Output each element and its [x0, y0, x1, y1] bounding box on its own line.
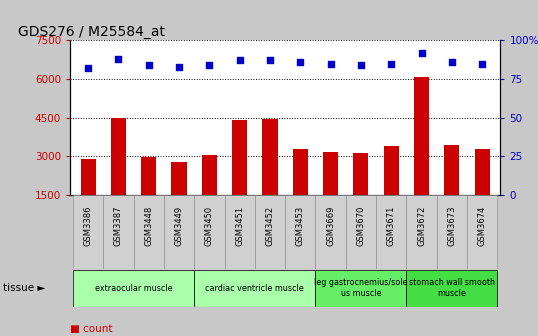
Text: GSM3674: GSM3674 [478, 206, 487, 246]
FancyBboxPatch shape [285, 195, 315, 269]
Bar [444, 145, 459, 234]
Text: GSM3671: GSM3671 [387, 206, 396, 246]
Text: GSM3448: GSM3448 [144, 206, 153, 246]
FancyBboxPatch shape [467, 195, 497, 269]
Point [235, 58, 244, 63]
Text: GSM3672: GSM3672 [417, 206, 426, 246]
Point [175, 64, 183, 69]
Text: stomach wall smooth
muscle: stomach wall smooth muscle [409, 279, 495, 298]
FancyBboxPatch shape [194, 269, 315, 307]
FancyBboxPatch shape [103, 195, 133, 269]
FancyBboxPatch shape [73, 269, 194, 307]
Point [327, 61, 335, 66]
FancyBboxPatch shape [406, 195, 437, 269]
Text: GSM3452: GSM3452 [265, 206, 274, 246]
Point [357, 62, 365, 68]
Text: GSM3673: GSM3673 [447, 206, 456, 247]
Text: tissue ►: tissue ► [3, 283, 45, 293]
FancyBboxPatch shape [315, 269, 406, 307]
Point [296, 59, 305, 65]
Bar [475, 149, 490, 234]
Bar [384, 146, 399, 234]
FancyBboxPatch shape [164, 195, 194, 269]
Bar [323, 152, 338, 234]
FancyBboxPatch shape [376, 195, 406, 269]
Text: GSM3449: GSM3449 [174, 206, 183, 246]
FancyBboxPatch shape [194, 195, 224, 269]
Text: GSM3387: GSM3387 [114, 206, 123, 247]
FancyBboxPatch shape [346, 195, 376, 269]
Point [114, 56, 123, 61]
Text: ■ count: ■ count [70, 324, 112, 334]
Text: GSM3450: GSM3450 [205, 206, 214, 246]
Text: GSM3451: GSM3451 [235, 206, 244, 246]
Point [417, 50, 426, 55]
Text: GDS276 / M25584_at: GDS276 / M25584_at [18, 25, 165, 39]
FancyBboxPatch shape [437, 195, 467, 269]
Text: cardiac ventricle muscle: cardiac ventricle muscle [206, 284, 304, 293]
Bar [232, 120, 247, 234]
FancyBboxPatch shape [315, 195, 346, 269]
FancyBboxPatch shape [133, 195, 164, 269]
Bar [263, 119, 278, 234]
FancyBboxPatch shape [406, 269, 497, 307]
FancyBboxPatch shape [255, 195, 285, 269]
Text: leg gastrocnemius/sole
us muscle: leg gastrocnemius/sole us muscle [314, 279, 408, 298]
Point [84, 66, 93, 71]
Text: GSM3669: GSM3669 [326, 206, 335, 246]
Bar [293, 149, 308, 234]
Bar [202, 155, 217, 234]
Point [266, 58, 274, 63]
FancyBboxPatch shape [73, 195, 103, 269]
Point [387, 61, 395, 66]
Bar [141, 157, 157, 234]
Bar [353, 153, 369, 234]
Bar [172, 162, 187, 234]
Bar [81, 159, 96, 234]
Text: GSM3670: GSM3670 [356, 206, 365, 246]
Point [144, 62, 153, 68]
Text: extraocular muscle: extraocular muscle [95, 284, 172, 293]
Bar [111, 118, 126, 234]
Bar [414, 77, 429, 234]
Point [205, 62, 214, 68]
Text: GSM3386: GSM3386 [83, 206, 93, 247]
Text: GSM3453: GSM3453 [296, 206, 305, 246]
Point [448, 59, 456, 65]
Point [478, 61, 486, 66]
FancyBboxPatch shape [224, 195, 255, 269]
